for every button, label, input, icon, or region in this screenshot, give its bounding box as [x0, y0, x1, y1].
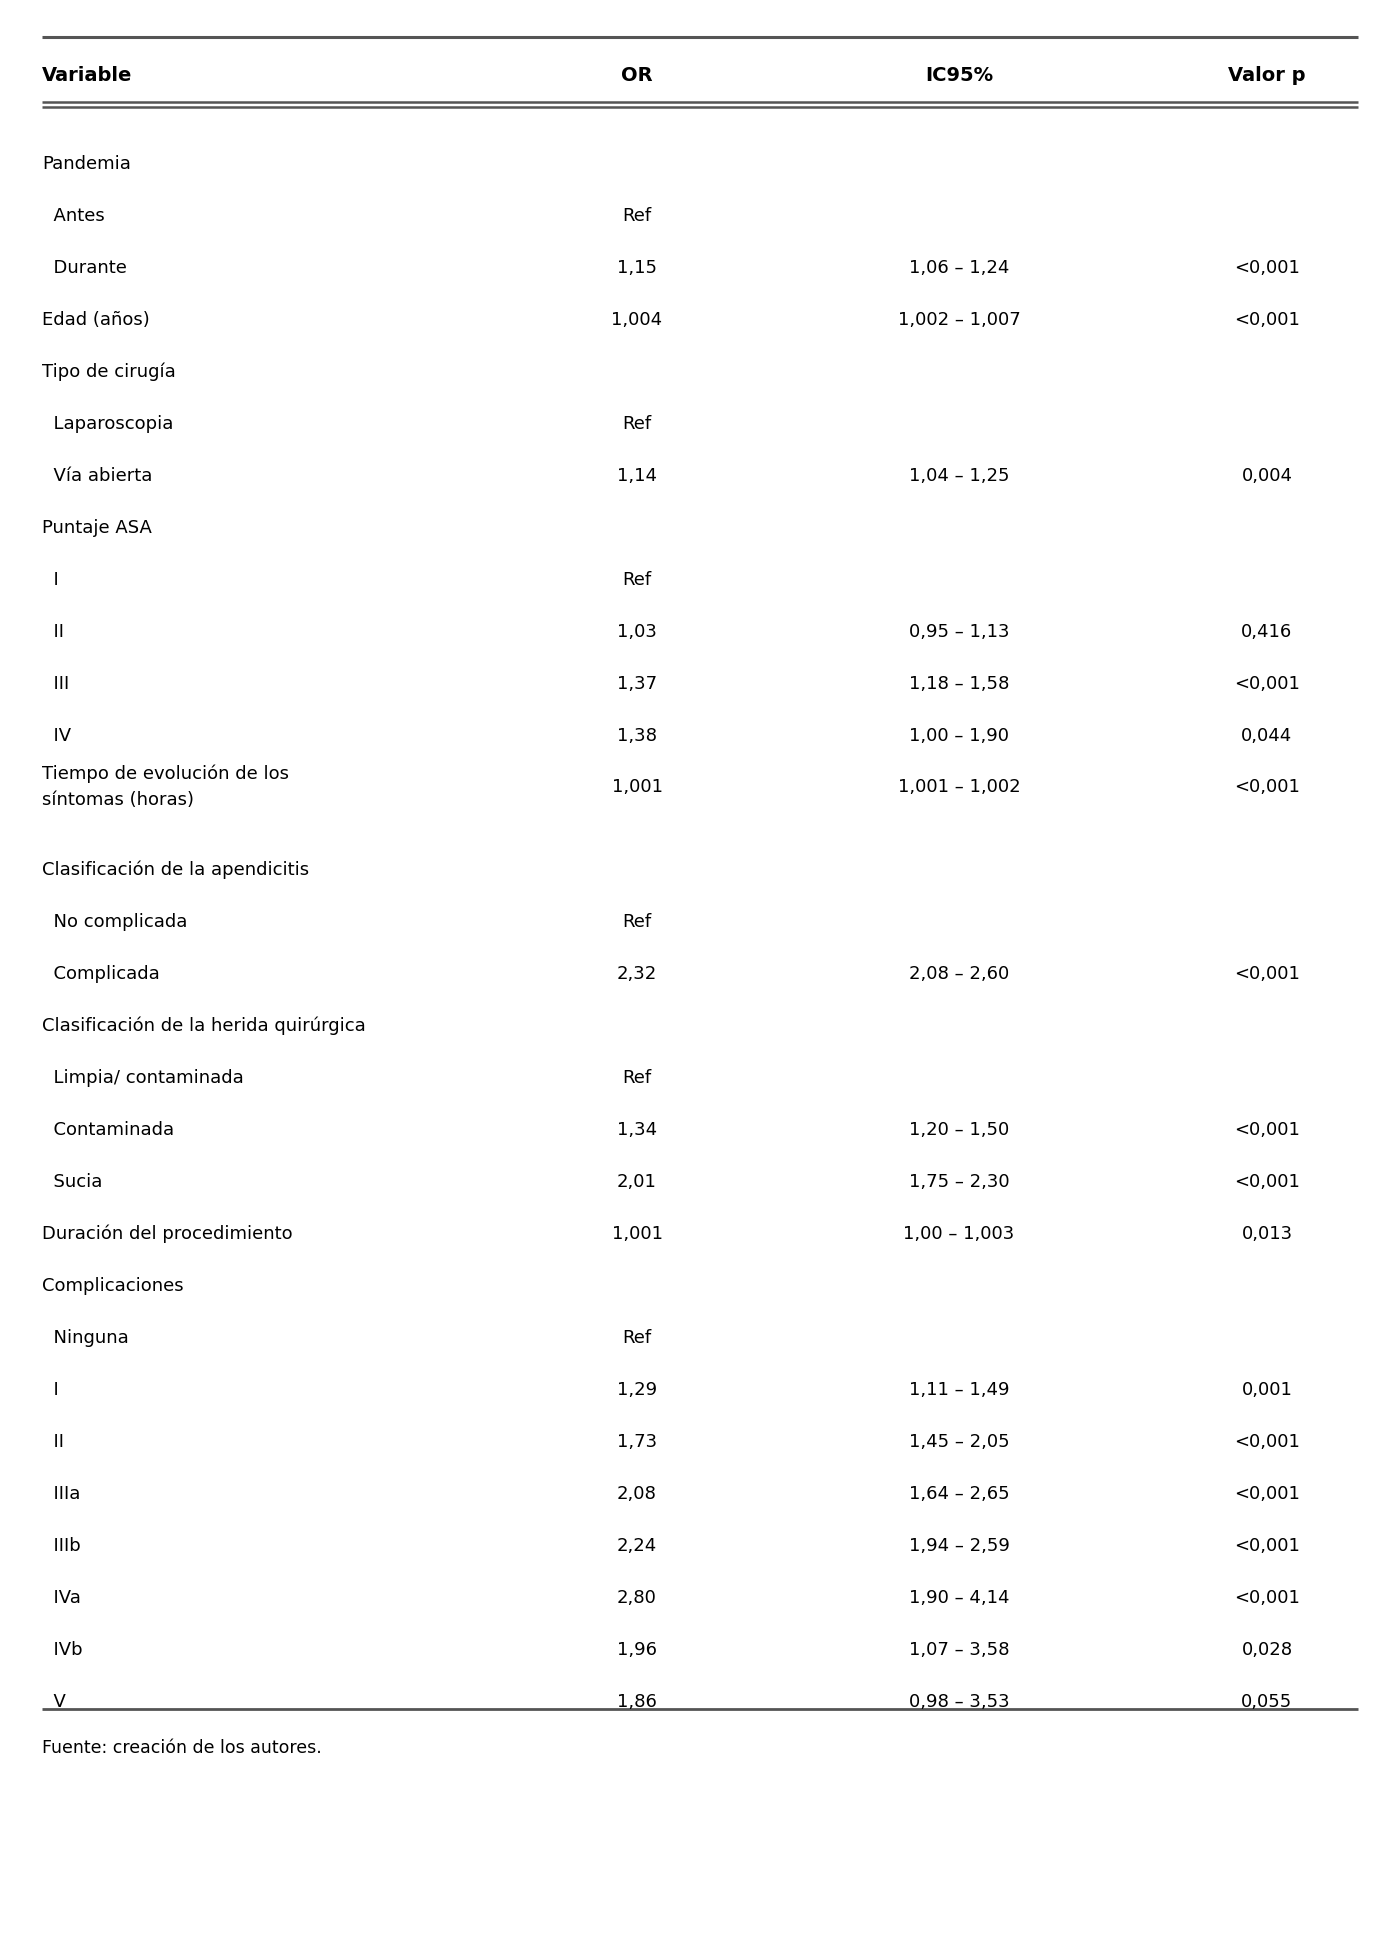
Text: 2,80: 2,80	[617, 1588, 657, 1605]
Text: 1,002 – 1,007: 1,002 – 1,007	[897, 310, 1021, 330]
Text: OR: OR	[622, 66, 652, 85]
Text: Ref: Ref	[623, 207, 651, 225]
Text: <0,001: <0,001	[1233, 1536, 1301, 1555]
Text: 1,001: 1,001	[612, 1224, 662, 1243]
Text: 1,37: 1,37	[617, 675, 657, 692]
Text: Ref: Ref	[623, 570, 651, 589]
Text: Vía abierta: Vía abierta	[42, 467, 153, 485]
Text: II: II	[42, 622, 64, 640]
Text: 1,20 – 1,50: 1,20 – 1,50	[909, 1121, 1009, 1138]
Text: Complicaciones: Complicaciones	[42, 1276, 183, 1295]
Text: Clasificación de la apendicitis: Clasificación de la apendicitis	[42, 861, 309, 878]
Text: 0,055: 0,055	[1242, 1693, 1292, 1710]
Text: V: V	[42, 1693, 66, 1710]
Text: <0,001: <0,001	[1233, 1483, 1301, 1503]
Text: 0,416: 0,416	[1242, 622, 1292, 640]
Text: 1,001: 1,001	[612, 778, 662, 795]
Text: 2,32: 2,32	[617, 964, 657, 983]
Text: I: I	[42, 570, 59, 589]
Text: 1,004: 1,004	[612, 310, 662, 330]
Text: 1,001 – 1,002: 1,001 – 1,002	[897, 778, 1021, 795]
Text: Ref: Ref	[623, 1068, 651, 1086]
Text: 0,004: 0,004	[1242, 467, 1292, 485]
Text: Valor p: Valor p	[1228, 66, 1306, 85]
Text: Ref: Ref	[623, 1328, 651, 1346]
Text: Edad (años): Edad (años)	[42, 310, 150, 330]
Text: Laparoscopia: Laparoscopia	[42, 415, 174, 432]
Text: 0,001: 0,001	[1242, 1381, 1292, 1398]
Text: 1,00 – 1,90: 1,00 – 1,90	[909, 727, 1009, 745]
Text: 0,95 – 1,13: 0,95 – 1,13	[909, 622, 1009, 640]
Text: 1,75 – 2,30: 1,75 – 2,30	[909, 1173, 1009, 1191]
Text: Pandemia: Pandemia	[42, 155, 130, 173]
Text: 0,013: 0,013	[1242, 1224, 1292, 1243]
Text: IV: IV	[42, 727, 71, 745]
Text: 1,90 – 4,14: 1,90 – 4,14	[909, 1588, 1009, 1605]
Text: 1,03: 1,03	[617, 622, 657, 640]
Text: Clasificación de la herida quirúrgica: Clasificación de la herida quirúrgica	[42, 1016, 365, 1035]
Text: 1,06 – 1,24: 1,06 – 1,24	[909, 260, 1009, 277]
Text: Variable: Variable	[42, 66, 133, 85]
Text: 1,34: 1,34	[617, 1121, 657, 1138]
Text: <0,001: <0,001	[1233, 260, 1301, 277]
Text: Ninguna: Ninguna	[42, 1328, 129, 1346]
Text: IVb: IVb	[42, 1640, 83, 1658]
Text: Ref: Ref	[623, 913, 651, 931]
Text: IC95%: IC95%	[925, 66, 993, 85]
Text: 0,028: 0,028	[1242, 1640, 1292, 1658]
Text: 1,15: 1,15	[617, 260, 657, 277]
Text: <0,001: <0,001	[1233, 310, 1301, 330]
Text: síntomas (horas): síntomas (horas)	[42, 791, 195, 809]
Text: <0,001: <0,001	[1233, 1173, 1301, 1191]
Text: Ref: Ref	[623, 415, 651, 432]
Text: IIIa: IIIa	[42, 1483, 80, 1503]
Text: Tiempo de evolución de los: Tiempo de evolución de los	[42, 764, 288, 783]
Text: 1,00 – 1,003: 1,00 – 1,003	[903, 1224, 1015, 1243]
Text: 1,07 – 3,58: 1,07 – 3,58	[909, 1640, 1009, 1658]
Text: 1,18 – 1,58: 1,18 – 1,58	[909, 675, 1009, 692]
Text: 1,86: 1,86	[617, 1693, 657, 1710]
Text: 1,04 – 1,25: 1,04 – 1,25	[909, 467, 1009, 485]
Text: 1,45 – 2,05: 1,45 – 2,05	[909, 1433, 1009, 1450]
Text: 1,64 – 2,65: 1,64 – 2,65	[909, 1483, 1009, 1503]
Text: Puntaje ASA: Puntaje ASA	[42, 520, 151, 537]
Text: <0,001: <0,001	[1233, 1121, 1301, 1138]
Text: IVa: IVa	[42, 1588, 81, 1605]
Text: Fuente: creación de los autores.: Fuente: creación de los autores.	[42, 1737, 322, 1757]
Text: III: III	[42, 675, 69, 692]
Text: Tipo de cirugía: Tipo de cirugía	[42, 363, 176, 382]
Text: Duración del procedimiento: Duración del procedimiento	[42, 1224, 293, 1243]
Text: Sucia: Sucia	[42, 1173, 102, 1191]
Text: Antes: Antes	[42, 207, 105, 225]
Text: 1,94 – 2,59: 1,94 – 2,59	[909, 1536, 1009, 1555]
Text: 2,24: 2,24	[617, 1536, 657, 1555]
Text: 1,14: 1,14	[617, 467, 657, 485]
Text: IIIb: IIIb	[42, 1536, 81, 1555]
Text: <0,001: <0,001	[1233, 675, 1301, 692]
Text: <0,001: <0,001	[1233, 964, 1301, 983]
Text: 1,29: 1,29	[617, 1381, 657, 1398]
Text: 1,73: 1,73	[617, 1433, 657, 1450]
Text: II: II	[42, 1433, 64, 1450]
Text: 2,08: 2,08	[617, 1483, 657, 1503]
Text: No complicada: No complicada	[42, 913, 188, 931]
Text: 1,96: 1,96	[617, 1640, 657, 1658]
Text: 0,98 – 3,53: 0,98 – 3,53	[909, 1693, 1009, 1710]
Text: Complicada: Complicada	[42, 964, 160, 983]
Text: <0,001: <0,001	[1233, 1433, 1301, 1450]
Text: Contaminada: Contaminada	[42, 1121, 174, 1138]
Text: <0,001: <0,001	[1233, 778, 1301, 795]
Text: 1,11 – 1,49: 1,11 – 1,49	[909, 1381, 1009, 1398]
Text: <0,001: <0,001	[1233, 1588, 1301, 1605]
Text: 2,01: 2,01	[617, 1173, 657, 1191]
Text: 1,38: 1,38	[617, 727, 657, 745]
Text: Durante: Durante	[42, 260, 127, 277]
Text: Limpia/ contaminada: Limpia/ contaminada	[42, 1068, 244, 1086]
Text: I: I	[42, 1381, 59, 1398]
Text: 2,08 – 2,60: 2,08 – 2,60	[909, 964, 1009, 983]
Text: 0,044: 0,044	[1242, 727, 1292, 745]
